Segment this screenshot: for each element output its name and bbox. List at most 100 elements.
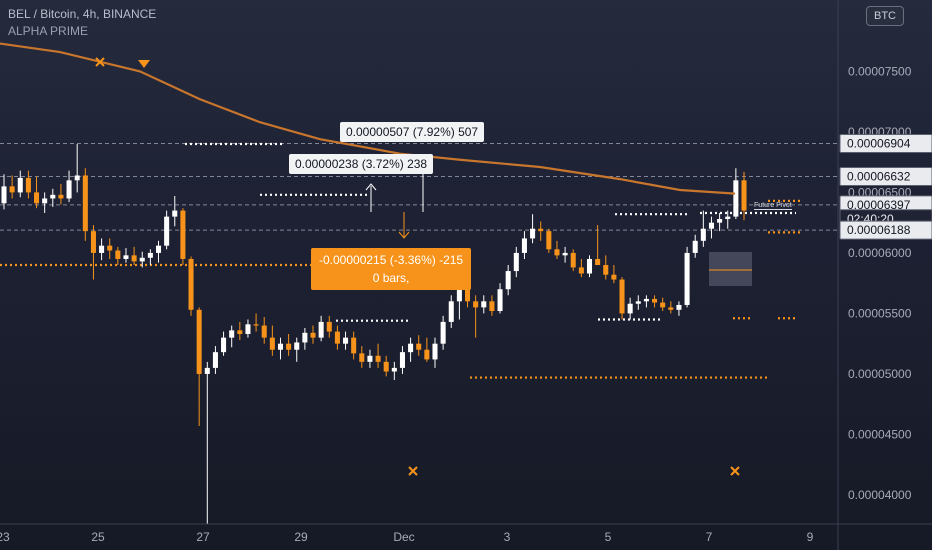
candle (155, 240, 162, 263)
candle (253, 313, 259, 332)
time-tick-label: 27 (196, 530, 210, 544)
candle (310, 325, 316, 344)
candle (489, 295, 495, 316)
candle (25, 170, 31, 199)
candle (261, 317, 267, 344)
candle-body (603, 265, 609, 275)
candle-body (99, 245, 105, 253)
candle (741, 171, 747, 221)
candle (115, 246, 121, 266)
candle (229, 325, 235, 348)
candle (99, 238, 105, 261)
projection-box (709, 252, 752, 286)
candle-body (25, 177, 31, 193)
candle-body (530, 228, 536, 239)
candle (530, 214, 536, 244)
candle-body (562, 252, 568, 256)
candle (391, 361, 397, 380)
candle-body (1, 186, 7, 204)
candle-body (359, 353, 365, 362)
candle (562, 246, 568, 263)
candle (383, 355, 389, 377)
candle-body (50, 194, 56, 199)
candle-body (473, 301, 479, 308)
candle (603, 255, 609, 280)
candle (147, 249, 153, 266)
candle (408, 337, 414, 362)
candle (359, 346, 365, 368)
price-tags: 0.000069040.000066320.0000639702:40:200.… (839, 134, 932, 240)
cross-marker-icon (730, 466, 740, 476)
candle-body (416, 343, 422, 350)
cross-stroke (408, 466, 418, 476)
price-tick-label: 0.00005000 (848, 367, 912, 381)
candle-body (204, 367, 210, 374)
indicator-name: ALPHA PRIME (8, 24, 89, 38)
candle-body (521, 238, 527, 253)
price-tick-label: 0.00006000 (848, 246, 912, 260)
candle (481, 295, 487, 314)
candle (717, 212, 723, 232)
price-tick-label: 0.00005500 (848, 306, 912, 320)
candle-body (456, 283, 462, 302)
future-pivot-label: Future Pivot (754, 202, 792, 210)
candle (432, 337, 438, 368)
cross-stroke (730, 466, 740, 476)
candle (180, 208, 186, 266)
candle-body (237, 330, 243, 335)
candle (107, 238, 113, 259)
candle-body (399, 352, 405, 368)
candle (676, 301, 682, 316)
candle-body (123, 255, 129, 259)
down-triangle-icon (138, 60, 150, 68)
time-tick-label: 5 (605, 530, 612, 544)
candle-body (318, 321, 324, 338)
price-tag: 0.00006188 (839, 220, 932, 240)
candle-body (261, 325, 267, 338)
candle (521, 231, 527, 259)
candle (513, 246, 519, 278)
candle (643, 295, 649, 308)
measure-label-mid: 0.00000238 (3.72%) 238 (289, 154, 434, 174)
candle-body (294, 342, 300, 350)
candle-body (733, 180, 739, 217)
measure-label-down: -0.00000215 (-3.36%) -215 0 bars, (311, 248, 472, 290)
candle (399, 346, 405, 374)
candle (505, 265, 511, 296)
candle (237, 321, 243, 341)
candle-body (481, 301, 487, 308)
candle (82, 168, 88, 241)
candle (708, 216, 714, 239)
candle-body (245, 324, 251, 335)
candle-body (684, 252, 690, 305)
candle-body (367, 355, 373, 362)
time-tick-label: 25 (91, 530, 105, 544)
time-tick-label: 23 (0, 530, 10, 544)
price-tag-box (839, 220, 932, 240)
candlestick-series (1, 144, 747, 524)
measure-arrowhead-down (398, 231, 410, 239)
candle-body (334, 331, 340, 344)
time-axis: 23 25 27 29 Dec 3 5 7 9 (0, 530, 814, 544)
candle (700, 210, 706, 247)
candle-body (229, 330, 235, 338)
candle-body (253, 324, 259, 326)
price-tick-label: 0.00007500 (848, 64, 912, 78)
candle (212, 346, 218, 374)
price-tag: 0.00006904 (839, 134, 932, 154)
candle (473, 295, 479, 338)
currency-badge[interactable]: BTC (866, 6, 904, 26)
candle (139, 251, 145, 268)
candle-body (42, 198, 48, 204)
candle-body (725, 216, 731, 220)
candle (188, 256, 194, 316)
candle-body (424, 349, 430, 360)
candle-body (351, 337, 357, 354)
candle-body (652, 298, 658, 303)
candle-body (82, 175, 88, 232)
candle-body (277, 343, 284, 350)
candle (66, 170, 72, 203)
candle (269, 325, 275, 356)
candle (343, 331, 349, 350)
